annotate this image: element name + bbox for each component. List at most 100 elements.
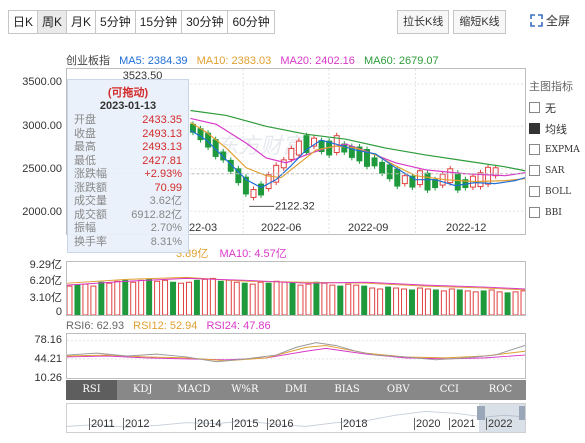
tab-roc[interactable]: ROC (488, 384, 513, 395)
indicator-option-bbi[interactable]: BBI (529, 202, 585, 223)
indicator-option-label: BOLL (545, 186, 572, 197)
timeline-handle-left[interactable] (477, 406, 485, 420)
indicator-option-none[interactable]: 无 (529, 97, 585, 118)
volume-bar (313, 281, 320, 315)
tab-60min[interactable]: 60分钟 (227, 10, 275, 34)
volume-bar (496, 291, 503, 315)
timeline-navigator[interactable]: 2011 2012 2014 2015 2016 2018 2020 2021 … (66, 403, 526, 433)
timeline-tick (123, 418, 124, 430)
tooltip-row-change-pct: 涨跌幅 +2.93% (74, 168, 182, 182)
volume-bar (273, 280, 280, 315)
indicator-option-ma[interactable]: 均线 (529, 118, 585, 139)
timeline-tick (486, 418, 487, 430)
indicator-option-label: BBI (545, 207, 562, 218)
fullscreen-button[interactable]: 全屏 (530, 12, 570, 29)
indicator-option-label: 均线 (545, 123, 567, 136)
tab-daily-k[interactable]: 日K (8, 10, 39, 34)
tab-5min[interactable]: 5分钟 (95, 10, 136, 34)
volume-axis-max: 9.29亿 (29, 259, 62, 271)
timeline-tick (341, 418, 342, 430)
candle-tooltip[interactable]: (可拖动) 2023-01-13 开盘 2433.35 收盘 2493.13 最高 2… (67, 79, 189, 253)
timeline-2015: 2015 (234, 418, 259, 430)
volume-chart[interactable] (66, 261, 526, 316)
tooltip-row-open: 开盘 2433.35 (74, 114, 182, 128)
tab-rsi[interactable]: RSI (66, 380, 118, 400)
volume-bar (209, 277, 216, 315)
tooltip-row-close: 收盘 2493.13 (74, 128, 182, 142)
tab-weekly-k[interactable]: 周K (37, 10, 68, 34)
rsi-axis-high: 78.16 (34, 334, 62, 346)
timeline-tick (232, 418, 233, 430)
volume-bar (512, 291, 519, 315)
indicator-option-boll[interactable]: BOLL (529, 181, 585, 202)
indicator-option-expma[interactable]: EXPMA (529, 139, 585, 160)
volume-bar (369, 287, 376, 315)
volume-axis-mid: 6.20亿 (29, 275, 62, 287)
tab-cci[interactable]: CCI (439, 384, 459, 395)
tab-30min[interactable]: 30分钟 (181, 10, 229, 34)
stretch-kline-button[interactable]: 拉长K线 (397, 10, 450, 34)
tooltip-row-high: 最高 2493.13 (74, 141, 182, 155)
ma10-line (190, 121, 525, 183)
volume-axis-low: 3.10亿 (29, 292, 62, 304)
volume-bar (162, 279, 169, 315)
rsi-chart[interactable] (66, 333, 526, 379)
candle-body (394, 168, 401, 187)
tab-bias[interactable]: BIAS (334, 384, 360, 395)
tab-macd[interactable]: MACD (177, 384, 211, 395)
volume-ma10-line (67, 277, 525, 290)
tooltip-value: 2493.13 (142, 141, 182, 153)
indicator-option-label: 无 (545, 102, 556, 115)
timeline-2020: 2020 (416, 418, 441, 430)
volume-bar (472, 291, 479, 315)
candle-body (492, 167, 499, 177)
checkbox-icon (529, 102, 540, 113)
tab-monthly-k[interactable]: 月K (66, 10, 97, 34)
volume-bar (201, 278, 208, 315)
volume-bar (520, 290, 525, 315)
volume-bar (90, 285, 97, 315)
candle-body (303, 135, 310, 153)
tab-wr[interactable]: W%R (231, 384, 259, 395)
volume-bar (106, 282, 113, 315)
volume-bar (265, 282, 272, 315)
tooltip-row-turnover: 成交额 6912.82亿 (74, 209, 182, 223)
rsi12-line (67, 344, 525, 362)
timeline-tick (195, 418, 196, 430)
volume-ma10: MA10: 4.57亿 (219, 248, 287, 260)
tab-obv[interactable]: OBV (386, 384, 410, 395)
price-axis-3500: 3500.00 (22, 76, 62, 88)
ma-legend: 创业板指 MA5: 2384.39 MA10: 2383.03 MA20: 24… (66, 52, 445, 68)
shrink-kline-button[interactable]: 缩短K线 (453, 10, 506, 34)
price-axis-2000: 2000.00 (22, 206, 62, 218)
indicator-option-sar[interactable]: SAR (529, 160, 585, 181)
volume-bar (138, 279, 145, 315)
volume-bar (225, 279, 232, 315)
tab-dmi[interactable]: DMI (284, 384, 308, 395)
timeline-tick (89, 418, 90, 430)
tab-15min[interactable]: 15分钟 (134, 10, 183, 34)
ma60-value: MA60: 2679.07 (364, 55, 439, 67)
tooltip-key: 成交量 (74, 195, 107, 207)
tooltip-value: 6912.82亿 (131, 208, 182, 221)
candle-body (242, 176, 249, 195)
tab-kdj[interactable]: KDJ (132, 384, 153, 395)
timeline-2016: 2016 (269, 418, 294, 430)
candle-body (485, 166, 492, 185)
volume-bar (401, 288, 408, 315)
volume-bar (217, 280, 224, 315)
volume-bar (257, 281, 264, 315)
timeline-2022: 2022 (488, 418, 513, 430)
volume-bar (305, 283, 312, 315)
candle-body (220, 151, 227, 161)
timeline-handle-right[interactable] (519, 406, 525, 420)
candle-body (371, 157, 378, 167)
low-annotation: 2122.32 (275, 200, 315, 212)
tooltip-key: 最低 (74, 154, 96, 167)
volume-bar (416, 287, 423, 315)
x-axis-202209: 2022-09 (348, 222, 389, 234)
volume-bar (67, 285, 73, 315)
checkbox-icon (529, 207, 540, 218)
timeline-sparkline (67, 410, 525, 428)
tooltip-value: 70.99 (154, 181, 182, 194)
